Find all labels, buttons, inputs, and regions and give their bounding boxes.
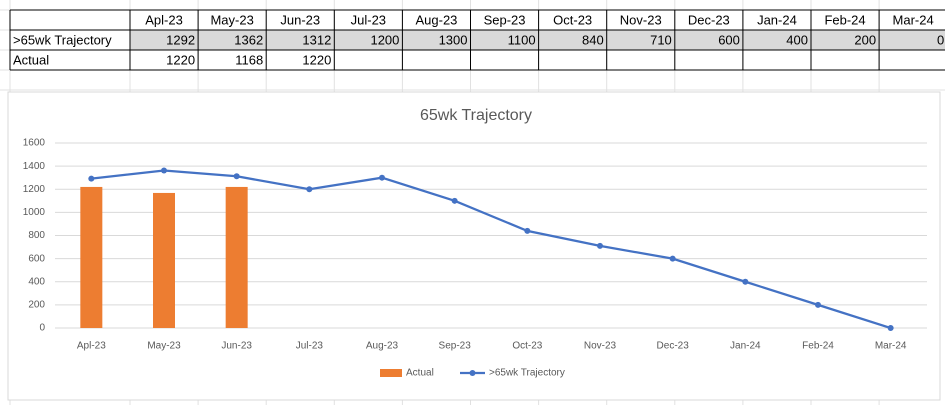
row-label: Actual <box>13 52 49 67</box>
column-header: Nov-23 <box>620 12 662 27</box>
column-header: Mar-24 <box>893 12 934 27</box>
line-marker <box>306 186 313 193</box>
cell-value: 400 <box>786 32 808 47</box>
x-tick-label: Jan-24 <box>730 341 761 352</box>
y-tick-label: 1200 <box>23 184 46 195</box>
cell-value: 1168 <box>235 52 263 67</box>
x-tick-label: Jul-23 <box>296 341 324 352</box>
cell-value: 1200 <box>370 32 399 47</box>
legend-swatch <box>380 369 402 377</box>
line-marker <box>161 167 167 174</box>
y-tick-label: 1000 <box>23 207 46 218</box>
legend-label: >65wk Trajectory <box>489 368 565 379</box>
column-header: Sep-23 <box>484 12 526 27</box>
line-marker <box>524 227 531 234</box>
column-header: Jun-23 <box>280 12 320 27</box>
cell-value: 1362 <box>234 32 263 47</box>
x-tick-label: Apl-23 <box>77 341 106 352</box>
line-marker <box>233 173 240 180</box>
bar <box>80 186 103 328</box>
y-tick-label: 0 <box>39 323 45 334</box>
cell-value: 710 <box>650 32 672 47</box>
line-marker <box>815 301 821 308</box>
line-marker <box>669 255 676 262</box>
bar <box>225 186 248 328</box>
legend-swatch <box>469 370 476 376</box>
y-tick-label: 800 <box>28 230 45 241</box>
bar <box>153 192 175 328</box>
line-marker <box>887 325 894 331</box>
column-header: Aug-23 <box>415 12 457 27</box>
cell-value: 1312 <box>302 32 331 47</box>
line-marker <box>742 278 749 285</box>
cell-value: 840 <box>582 32 604 47</box>
x-tick-label: Sep-23 <box>439 341 472 352</box>
x-tick-label: Mar-24 <box>875 341 907 352</box>
x-tick-label: Jun-23 <box>221 341 252 352</box>
y-tick-label: 400 <box>28 276 45 287</box>
row-shade <box>130 30 945 50</box>
x-tick-label: Oct-23 <box>512 341 542 352</box>
chart-title: 65wk Trajectory <box>420 107 532 124</box>
cell-value: 200 <box>854 32 876 47</box>
y-tick-label: 200 <box>28 300 45 311</box>
column-header: Jan-24 <box>757 12 797 27</box>
x-tick-label: May-23 <box>147 341 181 352</box>
cell-value: 1100 <box>508 32 536 47</box>
cell-value: 1300 <box>439 32 468 47</box>
line-marker <box>88 175 95 182</box>
cell-value: 1220 <box>302 52 331 67</box>
cell-value: 0 <box>937 32 944 47</box>
column-header: Apl-23 <box>145 12 183 27</box>
line-marker <box>597 242 603 249</box>
line-marker <box>451 197 458 204</box>
line-marker <box>379 174 385 181</box>
row-label: >65wk Trajectory <box>13 32 112 47</box>
cell-value: 1292 <box>166 32 195 47</box>
column-header: Oct-23 <box>553 12 592 27</box>
cell-value: 600 <box>718 32 740 47</box>
x-tick-label: Dec-23 <box>657 341 690 352</box>
y-tick-label: 1600 <box>23 138 46 149</box>
y-tick-label: 1400 <box>23 161 46 172</box>
chart: 0 200 400 600 800 1000 1200 1400 1600 Apl-23 May-2… <box>23 138 927 379</box>
cell-value: 1220 <box>166 52 195 67</box>
y-tick-label: 600 <box>28 253 45 264</box>
x-tick-label: Nov-23 <box>584 341 617 352</box>
column-header: Jul-23 <box>351 12 386 27</box>
x-tick-label: Feb-24 <box>802 341 834 352</box>
x-tick-label: Aug-23 <box>366 341 399 352</box>
line <box>91 169 892 330</box>
column-header: May-23 <box>210 12 253 27</box>
legend-label: Actual <box>406 368 434 379</box>
chart-area <box>7 91 941 401</box>
column-header: Dec-23 <box>688 12 730 27</box>
column-header: Feb-24 <box>824 12 865 27</box>
